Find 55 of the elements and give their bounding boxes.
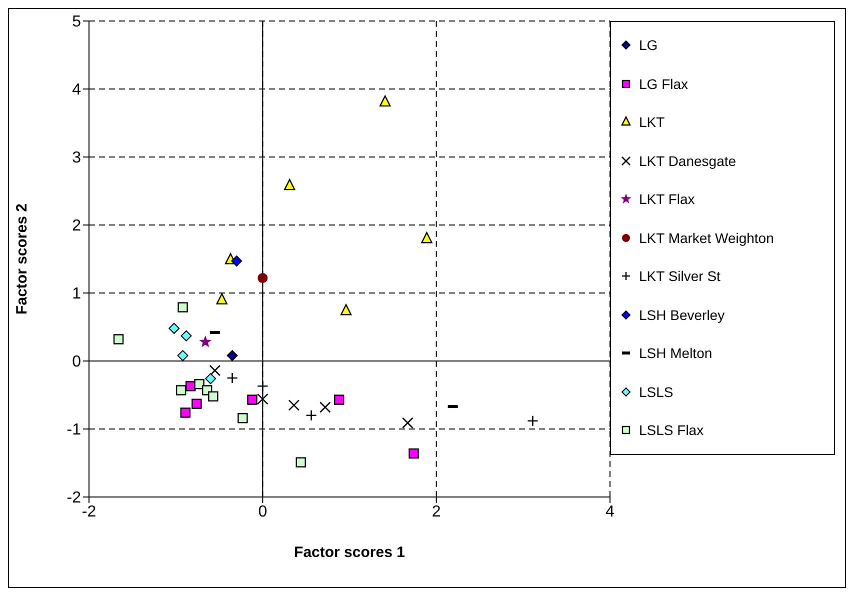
y-tick-label: 2 (72, 218, 82, 235)
point (216, 293, 228, 304)
point (284, 178, 296, 190)
x-tick-label: 0 (258, 503, 268, 520)
point (209, 364, 221, 376)
point (257, 393, 268, 405)
point (180, 408, 190, 418)
point (334, 394, 344, 405)
y-axis-title: Factor scores 2 (13, 204, 30, 314)
legend-label: LG (639, 37, 658, 54)
point (238, 413, 248, 424)
point (208, 391, 218, 402)
legend-label: LSH Beverley (639, 306, 725, 323)
legend-label: LSH Melton (639, 345, 712, 362)
point (402, 417, 414, 429)
point (113, 334, 124, 344)
x-tick-label: 2 (432, 503, 441, 520)
point (199, 335, 212, 348)
point (205, 373, 216, 384)
y-tick-label: 3 (72, 150, 82, 167)
point (168, 322, 180, 334)
point (226, 372, 238, 384)
legend-label: LSLS (639, 384, 674, 400)
point (247, 394, 258, 405)
y-tick-label: 0 (72, 354, 82, 371)
point (231, 256, 242, 267)
y-tick-label: 1 (72, 286, 82, 303)
y-tick-label: 4 (72, 82, 82, 99)
point (340, 304, 352, 316)
legend-label: LKT Silver St (639, 268, 720, 284)
point (258, 273, 268, 284)
y-tick-label: -1 (66, 422, 82, 439)
point (408, 448, 419, 459)
legend-label: LKT Danesgate (639, 152, 736, 169)
y-tick-label: 5 (72, 14, 82, 31)
point (194, 379, 204, 390)
y-tick-label: -2 (66, 490, 82, 507)
point (178, 302, 188, 312)
legend-label: LKT (639, 114, 665, 130)
point (320, 402, 331, 413)
legend-label: LSLS Flax (639, 422, 704, 438)
point (176, 385, 186, 396)
point (380, 95, 391, 107)
point (226, 350, 238, 362)
legend-label: LG Flax (639, 76, 688, 92)
legend-label: LKT Market Weighton (639, 230, 774, 246)
point (177, 350, 188, 362)
x-tick-label: 4 (606, 503, 615, 520)
point (180, 330, 192, 342)
x-axis-title: Factor scores 1 (294, 544, 405, 561)
point (288, 400, 300, 411)
point (296, 457, 306, 468)
point (421, 232, 432, 244)
legend-label: LKT Flax (639, 191, 695, 208)
point (192, 398, 202, 409)
